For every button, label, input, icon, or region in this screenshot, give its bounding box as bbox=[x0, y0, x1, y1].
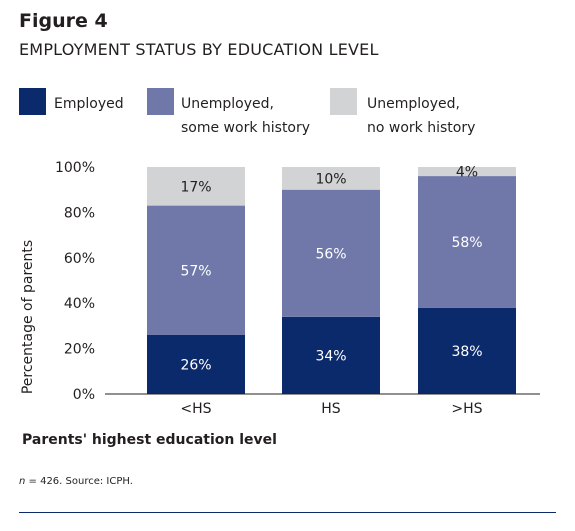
data-label: 4% bbox=[456, 165, 478, 181]
footnote: n = 426. Source: ICPH. bbox=[19, 476, 133, 487]
data-label: 38% bbox=[451, 344, 482, 360]
data-label: 56% bbox=[315, 246, 346, 262]
bar-segment bbox=[282, 167, 380, 190]
legend-label-employed: Employed bbox=[54, 96, 124, 112]
bottom-rule bbox=[19, 512, 556, 513]
bar-segment bbox=[282, 189, 380, 317]
stacked-bar-chart: 26% 57% 17% 34% 56% 10% 38% 58% 4% 0% 20% 40% 60% 80… bbox=[20, 160, 540, 448]
y-tick-label: 0% bbox=[73, 387, 95, 403]
y-tick-label: 80% bbox=[64, 205, 95, 221]
y-tick-label: 40% bbox=[64, 296, 95, 312]
figure-title: EMPLOYMENT STATUS BY EDUCATION LEVEL bbox=[19, 40, 379, 59]
bar-segment bbox=[418, 176, 516, 308]
bars-group: 26% 57% 17% 34% 56% 10% 38% 58% 4% bbox=[105, 165, 540, 395]
footnote-text: = 426. Source: ICPH. bbox=[25, 476, 133, 487]
footnote-n: n bbox=[19, 476, 26, 487]
legend-swatch-unemployed-none bbox=[330, 88, 357, 115]
y-tick-label: 100% bbox=[55, 160, 95, 176]
y-tick-label: 20% bbox=[64, 342, 95, 358]
data-label: 17% bbox=[180, 179, 211, 195]
legend-swatch-employed bbox=[19, 88, 46, 115]
y-axis: 0% 20% 40% 60% 80% 100% bbox=[55, 160, 95, 403]
legend-label-unemployed-some: Unemployed, some work history bbox=[181, 96, 311, 136]
x-tick-label: HS bbox=[321, 401, 341, 417]
data-label: 58% bbox=[451, 235, 482, 251]
bar-segment bbox=[418, 167, 516, 177]
x-axis: <HS HS >HS bbox=[180, 401, 482, 417]
x-tick-label: <HS bbox=[180, 401, 211, 417]
legend-swatch-unemployed-some bbox=[147, 88, 174, 115]
x-axis-label: Parents' highest education level bbox=[22, 432, 277, 448]
bar-segment bbox=[147, 167, 245, 206]
figure-label: Figure 4 bbox=[19, 10, 108, 32]
bar-segment bbox=[147, 334, 245, 394]
bar-segment bbox=[418, 307, 516, 394]
y-tick-label: 60% bbox=[64, 251, 95, 267]
bar-segment bbox=[282, 316, 380, 394]
legend-label-unemployed-none: Unemployed, no work history bbox=[367, 96, 476, 136]
data-label: 34% bbox=[315, 348, 346, 364]
y-axis-label: Percentage of parents bbox=[20, 240, 36, 394]
x-tick-label: >HS bbox=[451, 401, 482, 417]
data-label: 57% bbox=[180, 263, 211, 279]
data-label: 10% bbox=[315, 171, 346, 187]
bar-segment bbox=[147, 205, 245, 335]
data-label: 26% bbox=[180, 357, 211, 373]
